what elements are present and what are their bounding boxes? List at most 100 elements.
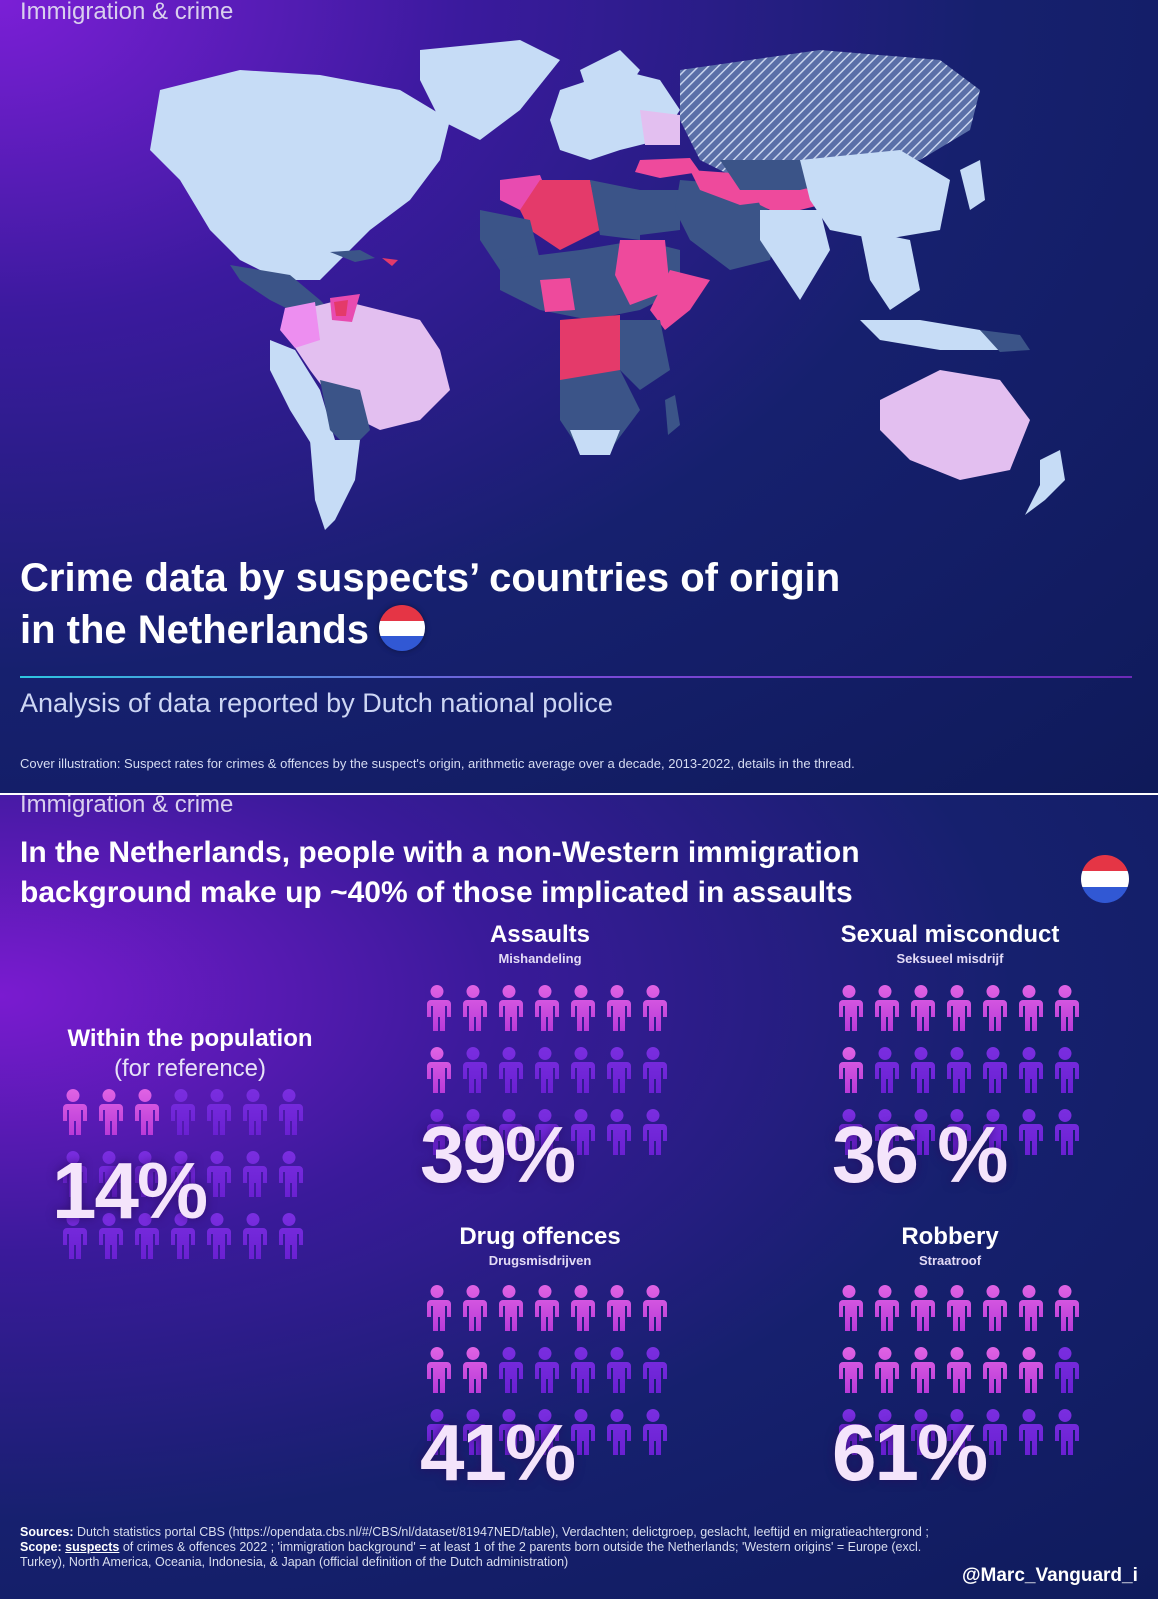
person-icon bbox=[279, 1213, 303, 1259]
map-greenland bbox=[420, 40, 560, 140]
person-icon bbox=[607, 1109, 631, 1155]
person-icon-highlighted bbox=[911, 985, 935, 1031]
scope-underlined: suspects bbox=[65, 1540, 120, 1554]
person-icon-highlighted bbox=[135, 1089, 159, 1135]
cover-subtitle: Analysis of data reported by Dutch natio… bbox=[20, 688, 613, 718]
person-icon-highlighted bbox=[607, 985, 631, 1031]
person-icon bbox=[135, 1213, 159, 1259]
person-icon bbox=[875, 1047, 899, 1093]
person-icon-highlighted bbox=[839, 1285, 863, 1331]
person-icon-highlighted bbox=[947, 1347, 971, 1393]
map-nigeria bbox=[540, 278, 575, 312]
person-icon-highlighted bbox=[535, 985, 559, 1031]
person-icon-highlighted bbox=[1019, 985, 1043, 1031]
person-icon bbox=[1055, 1109, 1079, 1155]
map-north-america bbox=[150, 70, 450, 280]
person-icon bbox=[171, 1089, 195, 1135]
person-icon-highlighted bbox=[1055, 985, 1079, 1031]
person-icon bbox=[171, 1213, 195, 1259]
person-icon-highlighted bbox=[643, 1285, 667, 1331]
scope-text: of crimes & offences 2022 ; 'immigration… bbox=[20, 1540, 922, 1569]
panel-divider bbox=[0, 793, 1158, 795]
person-icon bbox=[1019, 1047, 1043, 1093]
person-icon-highlighted bbox=[499, 985, 523, 1031]
person-icon bbox=[279, 1151, 303, 1197]
map-suriname bbox=[334, 300, 348, 316]
sources-footnote: Sources: Dutch statistics portal CBS (ht… bbox=[20, 1525, 950, 1570]
person-icon bbox=[607, 1409, 631, 1455]
category-sexual-misconduct-percent: 36 % bbox=[832, 1110, 1008, 1199]
person-icon-highlighted bbox=[875, 1347, 899, 1393]
cover-caption: Cover illustration: Suspect rates for cr… bbox=[20, 756, 855, 771]
person-icon bbox=[135, 1151, 159, 1197]
reference-people-grid bbox=[56, 1085, 308, 1276]
category-assaults-people-grid bbox=[420, 981, 672, 1172]
person-icon bbox=[643, 1109, 667, 1155]
person-icon bbox=[535, 1047, 559, 1093]
map-east-africa bbox=[620, 320, 670, 390]
category-assaults-header: Assaults Mishandeling bbox=[390, 921, 690, 966]
person-icon-highlighted bbox=[427, 1047, 451, 1093]
person-icon-highlighted bbox=[1055, 1285, 1079, 1331]
category-dutch-name: Drugsmisdrijven bbox=[488, 1253, 592, 1268]
netherlands-flag-icon bbox=[1081, 855, 1129, 903]
sources-text: Dutch statistics portal CBS (https://ope… bbox=[73, 1525, 929, 1539]
person-icon bbox=[571, 1109, 595, 1155]
map-png bbox=[980, 330, 1030, 352]
person-icon bbox=[839, 1109, 863, 1155]
reference-people-svg bbox=[63, 1089, 303, 1259]
person-icon bbox=[243, 1089, 267, 1135]
person-icon-highlighted bbox=[607, 1285, 631, 1331]
person-icon bbox=[643, 1409, 667, 1455]
person-icon-highlighted bbox=[875, 985, 899, 1031]
category-robbery-percent: 61% bbox=[832, 1408, 988, 1497]
category-robbery-header: Robbery Straatroof bbox=[800, 1223, 1100, 1268]
map-bolivia-paraguay bbox=[320, 380, 370, 450]
person-icon-highlighted bbox=[463, 1347, 487, 1393]
category-assaults-percent: 39% bbox=[420, 1110, 576, 1199]
person-icon bbox=[171, 1151, 195, 1197]
person-icon bbox=[535, 1347, 559, 1393]
category-drug-offences-people-grid bbox=[420, 1281, 672, 1472]
person-icon bbox=[643, 1047, 667, 1093]
person-icon bbox=[875, 1109, 899, 1155]
cover-title: Crime data by suspects’ countries of ori… bbox=[20, 552, 1020, 656]
person-icon-highlighted bbox=[63, 1089, 87, 1135]
person-icon bbox=[499, 1047, 523, 1093]
person-icon bbox=[607, 1047, 631, 1093]
map-japan bbox=[960, 160, 985, 210]
person-icon bbox=[839, 1409, 863, 1455]
category-people-svg bbox=[839, 985, 1079, 1155]
category-people-svg bbox=[427, 1285, 667, 1455]
map-colombia bbox=[280, 302, 320, 348]
person-icon bbox=[463, 1109, 487, 1155]
category-robbery-people-grid bbox=[832, 1281, 1084, 1472]
person-icon bbox=[911, 1109, 935, 1155]
person-icon-highlighted bbox=[839, 985, 863, 1031]
category-name: Assaults bbox=[489, 921, 591, 948]
cover-panel: Immigration & crime bbox=[0, 0, 1158, 793]
person-icon-highlighted bbox=[911, 1347, 935, 1393]
world-map bbox=[150, 40, 1065, 530]
map-algeria bbox=[520, 180, 600, 250]
person-icon bbox=[63, 1151, 87, 1197]
person-icon bbox=[947, 1409, 971, 1455]
map-sudan bbox=[615, 240, 670, 305]
person-icon-highlighted bbox=[99, 1089, 123, 1135]
person-icon bbox=[427, 1109, 451, 1155]
infographic-title-line2: background make up ~40% of those implica… bbox=[20, 876, 853, 909]
map-sahara-west bbox=[480, 210, 540, 270]
person-icon bbox=[463, 1409, 487, 1455]
cover-title-line1: Crime data by suspects’ countries of ori… bbox=[20, 556, 841, 600]
map-libya bbox=[590, 180, 640, 240]
person-icon bbox=[1055, 1409, 1079, 1455]
category-sexual-misconduct-people-grid bbox=[832, 981, 1084, 1172]
category-dutch-name: Seksueel misdrijf bbox=[896, 951, 1004, 966]
person-icon-highlighted bbox=[463, 985, 487, 1031]
person-icon bbox=[571, 1409, 595, 1455]
map-horn-of-africa bbox=[650, 270, 710, 330]
person-icon bbox=[607, 1347, 631, 1393]
person-icon bbox=[1055, 1347, 1079, 1393]
person-icon bbox=[911, 1409, 935, 1455]
reference-sub: (for reference) bbox=[113, 1055, 267, 1082]
